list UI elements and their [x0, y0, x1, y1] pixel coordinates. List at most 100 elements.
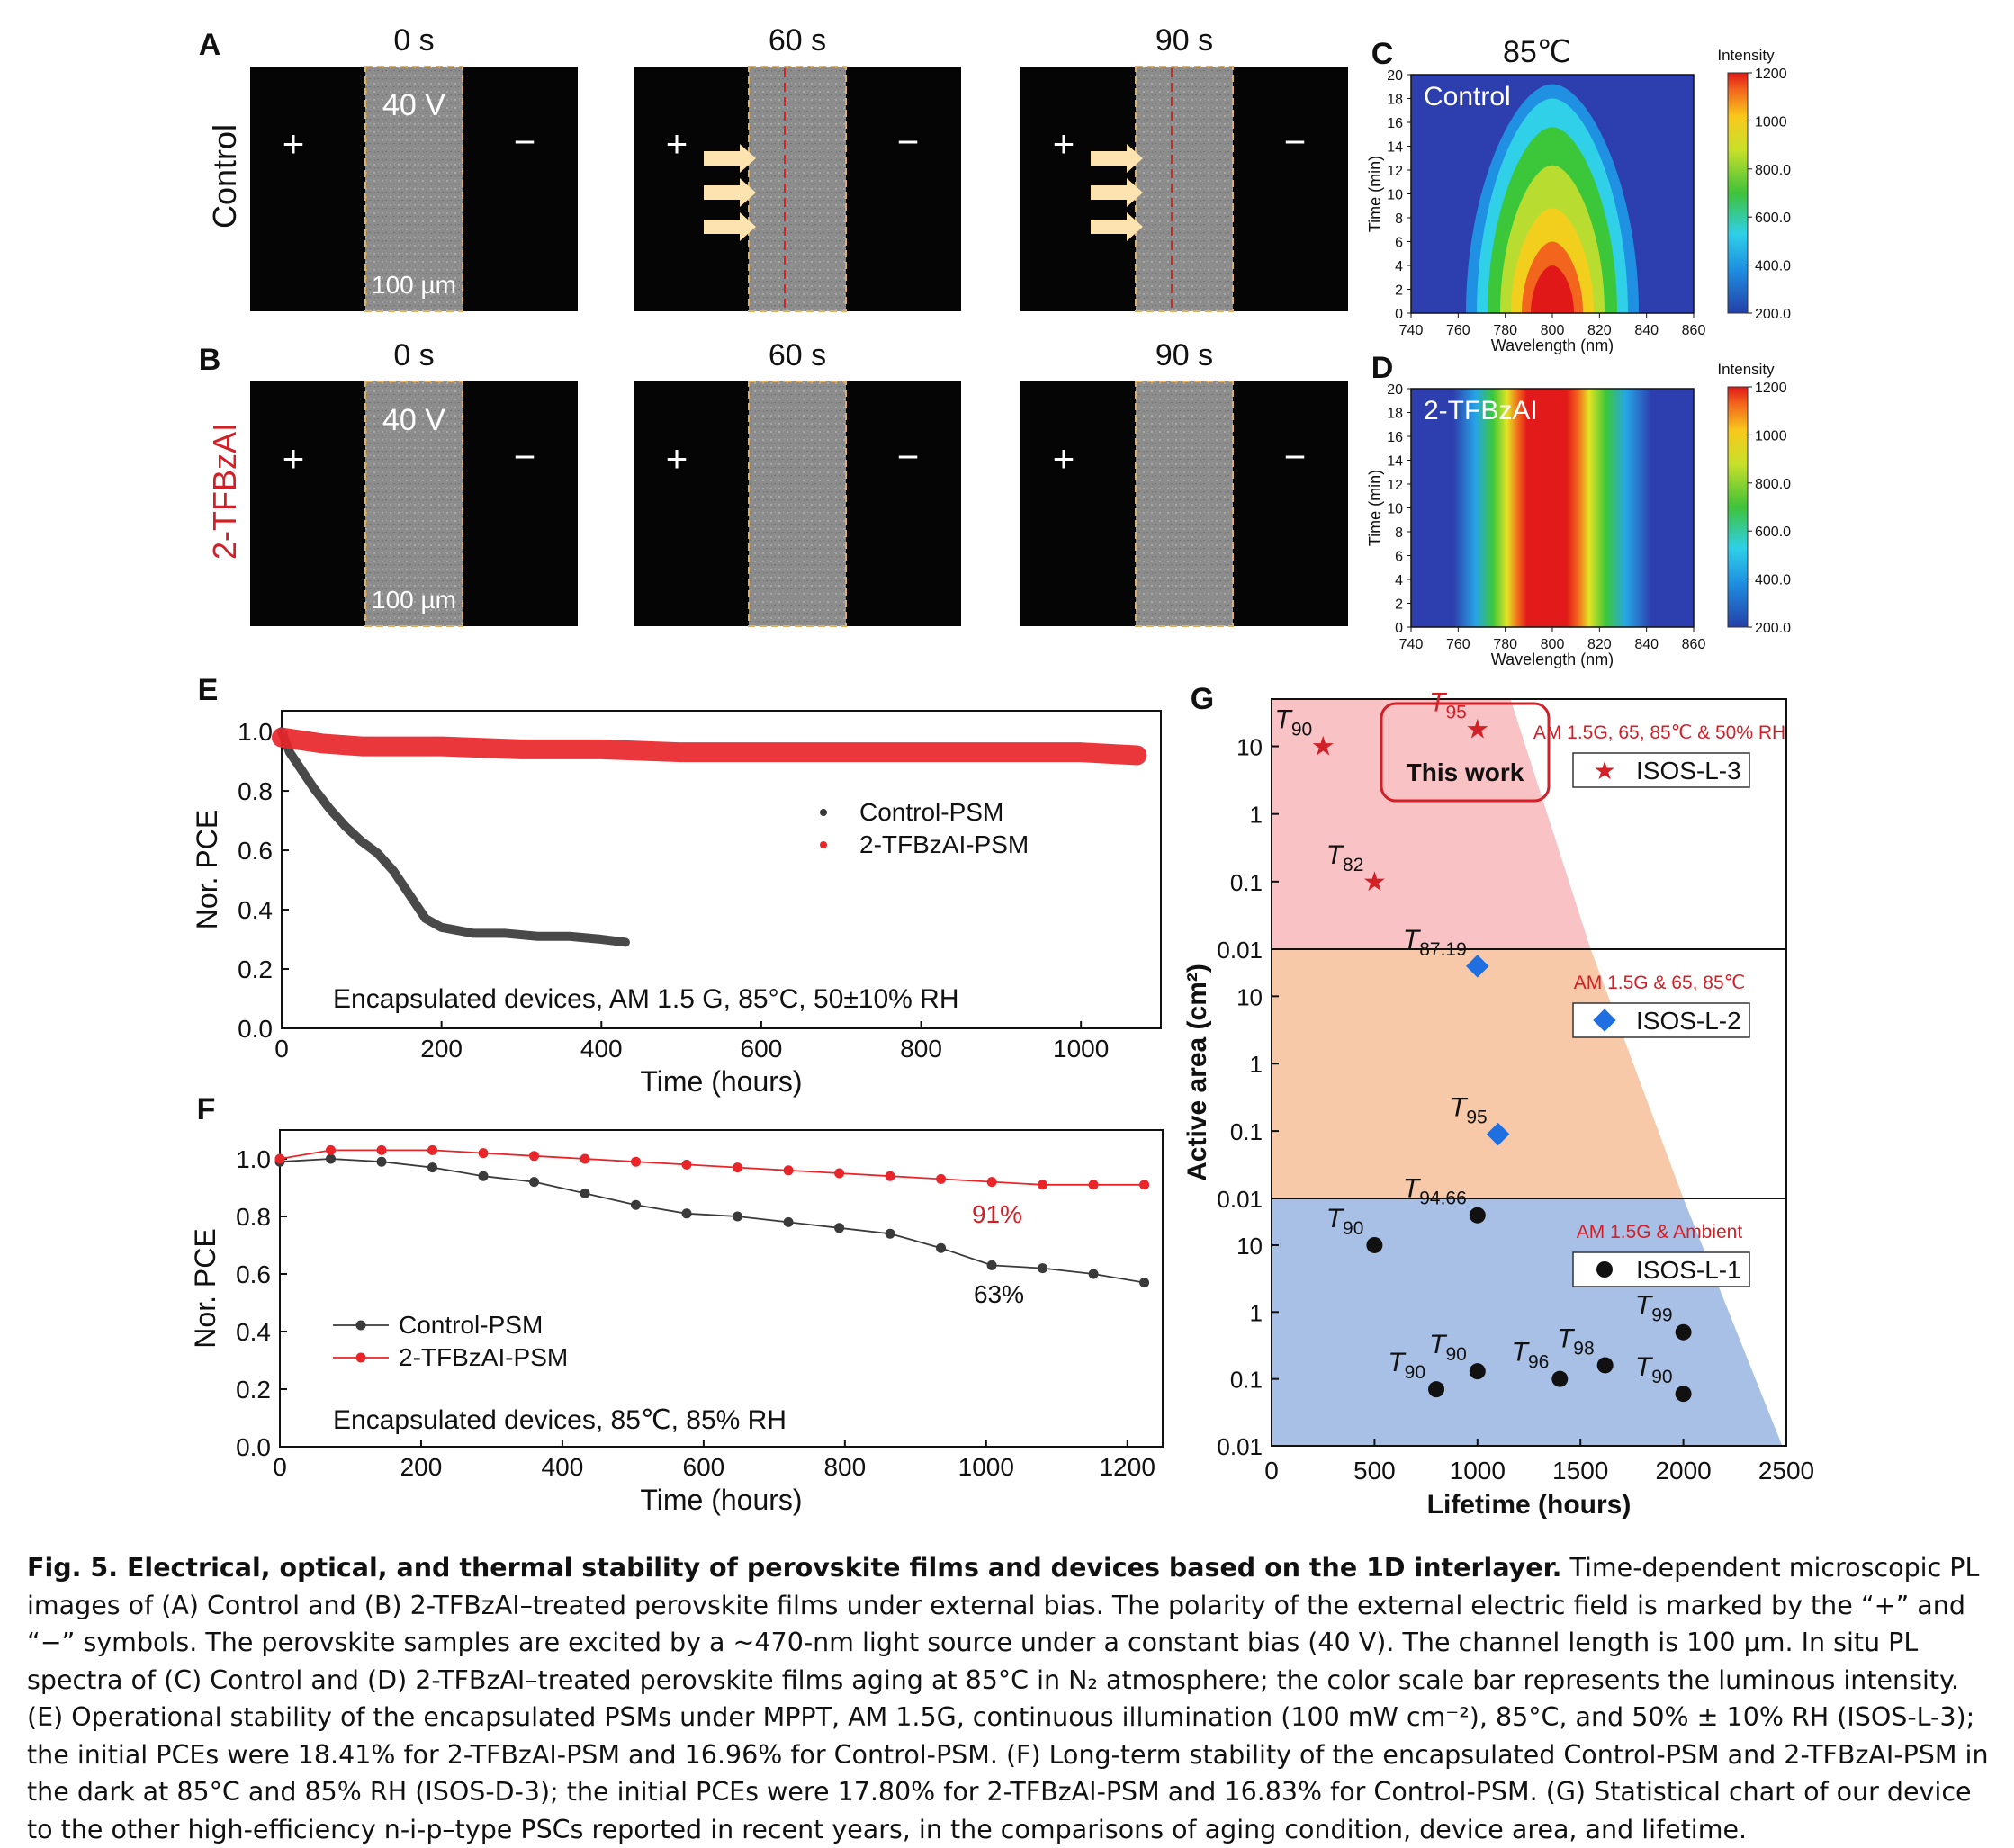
- legend-box: [1572, 752, 1750, 788]
- data-point-circle: [1551, 1370, 1569, 1387]
- x-axis-label: Wavelength (nm): [1491, 336, 1614, 354]
- x-tick-label: 1200: [1100, 1453, 1155, 1481]
- legend-marker: [820, 809, 827, 816]
- data-point: [478, 1171, 489, 1181]
- y-tick-label: 0.1: [1230, 869, 1263, 896]
- legend-marker: [820, 841, 827, 848]
- migration-arrow: [1091, 178, 1143, 207]
- x-tick-label: 2500: [1758, 1457, 1814, 1485]
- x-tick-label: 760: [1446, 637, 1470, 652]
- x-tick-label: 840: [1634, 637, 1659, 652]
- panel-a: A Control 0 s + − 40 V 100 µm 60 s + − 90 s + −: [199, 23, 1348, 312]
- panel-letter-e: E: [198, 673, 219, 707]
- condition-label: AM 1.5G & Ambient: [1577, 1222, 1743, 1242]
- plus-sign: +: [1053, 437, 1075, 480]
- panel-letter-a: A: [199, 28, 221, 62]
- x-tick-label: 840: [1634, 323, 1659, 338]
- plus-sign: +: [283, 437, 305, 480]
- plot-frame: [279, 1129, 1164, 1448]
- migration-arrow: [704, 144, 756, 173]
- point-label-subscript: 98: [1573, 1338, 1594, 1359]
- highlight-label: This work: [1407, 758, 1524, 786]
- y-tick-label: 0.2: [236, 1376, 271, 1404]
- y-tick-label: 0.8: [236, 1203, 271, 1231]
- colorbar-tick-label: 1200: [1755, 381, 1787, 396]
- legend-label: ISOS-L-1: [1636, 1256, 1741, 1284]
- series-2-TFBzAI-PSM: [272, 727, 1147, 766]
- data-point: [1139, 1278, 1150, 1288]
- panel-letter-b: B: [199, 343, 221, 377]
- data-point: [936, 1242, 947, 1253]
- data-point: [834, 1168, 845, 1179]
- data-point: [376, 1156, 387, 1167]
- x-tick-label: 780: [1493, 637, 1517, 652]
- legend-label: Control-PSM: [399, 1311, 543, 1339]
- data-point: [529, 1177, 540, 1188]
- x-tick-label: 800: [1541, 637, 1565, 652]
- channel-border: [1135, 381, 1234, 627]
- legend-label: 2-TFBzAI-PSM: [399, 1343, 568, 1371]
- data-point: [1139, 1180, 1150, 1190]
- y-tick-label: 12: [1387, 164, 1403, 179]
- voltage-label: 40 V: [382, 88, 445, 122]
- x-tick-label: 1000: [958, 1453, 1014, 1481]
- colorbar-title: Intensity: [1717, 361, 1775, 378]
- y-axis-label: Active area (cm²): [1182, 964, 1212, 1181]
- data-point: [885, 1171, 895, 1181]
- data-point: [427, 1162, 438, 1173]
- x-tick-label: 2000: [1655, 1457, 1711, 1485]
- scale-label: 100 µm: [372, 271, 456, 299]
- panel-c-heatmap: C 85℃ Control 740 760 780 800 820 840 860 0 2 4 6 8 10 1…: [1366, 35, 1791, 354]
- data-point-circle: [1469, 1207, 1486, 1224]
- highlight-box: [1380, 702, 1551, 803]
- point-label-subscript: 99: [1651, 1305, 1672, 1326]
- data-point-circle: [1428, 1381, 1445, 1398]
- data-point: [529, 1151, 540, 1162]
- circle-marker: [1596, 1261, 1613, 1278]
- channel-region: [749, 67, 846, 311]
- x-tick-label: 780: [1493, 323, 1517, 338]
- legend-box: [1572, 1002, 1750, 1038]
- y-tick-label: 18: [1387, 93, 1403, 108]
- y-tick-label: 0.4: [236, 1318, 271, 1346]
- y-tick-label: 10: [1387, 502, 1403, 517]
- point-label-subscript: 90: [1445, 1344, 1466, 1365]
- data-point: [631, 1156, 642, 1167]
- colorbar-tick-label: 1000: [1755, 114, 1787, 130]
- time-label-b-2: 90 s: [1155, 338, 1213, 372]
- point-label-subscript: 87.19: [1419, 939, 1467, 960]
- x-tick-label: 760: [1446, 323, 1470, 338]
- colorbar-tick-label: 600.0: [1755, 211, 1791, 226]
- colorbar-tick-label: 400.0: [1755, 259, 1791, 274]
- row-label-a: Control: [206, 124, 243, 229]
- y-tick-label: 16: [1387, 116, 1403, 131]
- colorbar-title: Intensity: [1717, 47, 1775, 64]
- data-point: [783, 1165, 794, 1176]
- subpanel-frame: [1271, 1198, 1787, 1447]
- x-tick-label: 1000: [1450, 1457, 1506, 1485]
- point-label-subscript: 90: [1291, 720, 1312, 740]
- colorbar-tick-label: 200.0: [1755, 307, 1791, 322]
- y-tick-label: 0: [1395, 307, 1403, 322]
- y-tick-label: 20: [1387, 382, 1403, 398]
- time-label-a-0: 0 s: [393, 23, 434, 58]
- x-tick-label: 740: [1399, 323, 1424, 338]
- data-point-circle: [1469, 1363, 1486, 1380]
- legend-label: 2-TFBzAI-PSM: [859, 830, 1029, 858]
- x-tick-label: 0: [1264, 1457, 1279, 1485]
- data-point: [936, 1173, 947, 1184]
- y-tick-label: 6: [1395, 236, 1403, 251]
- point-label-subscript: 82: [1343, 855, 1363, 875]
- scale-label: 100 µm: [372, 586, 456, 614]
- x-axis-label: Lifetime (hours): [1427, 1490, 1632, 1520]
- heatmap-label: Control: [1424, 82, 1511, 112]
- x-tick-label: 1000: [1053, 1035, 1109, 1063]
- y-tick-label: 14: [1387, 140, 1403, 156]
- data-point: [478, 1148, 489, 1159]
- y-tick-label: 2: [1395, 283, 1403, 299]
- migration-arrow: [704, 178, 756, 207]
- data-point-star: ★: [1311, 731, 1335, 763]
- y-axis-label: Nor. PCE: [191, 810, 223, 929]
- y-tick-label: 1.0: [236, 1145, 271, 1173]
